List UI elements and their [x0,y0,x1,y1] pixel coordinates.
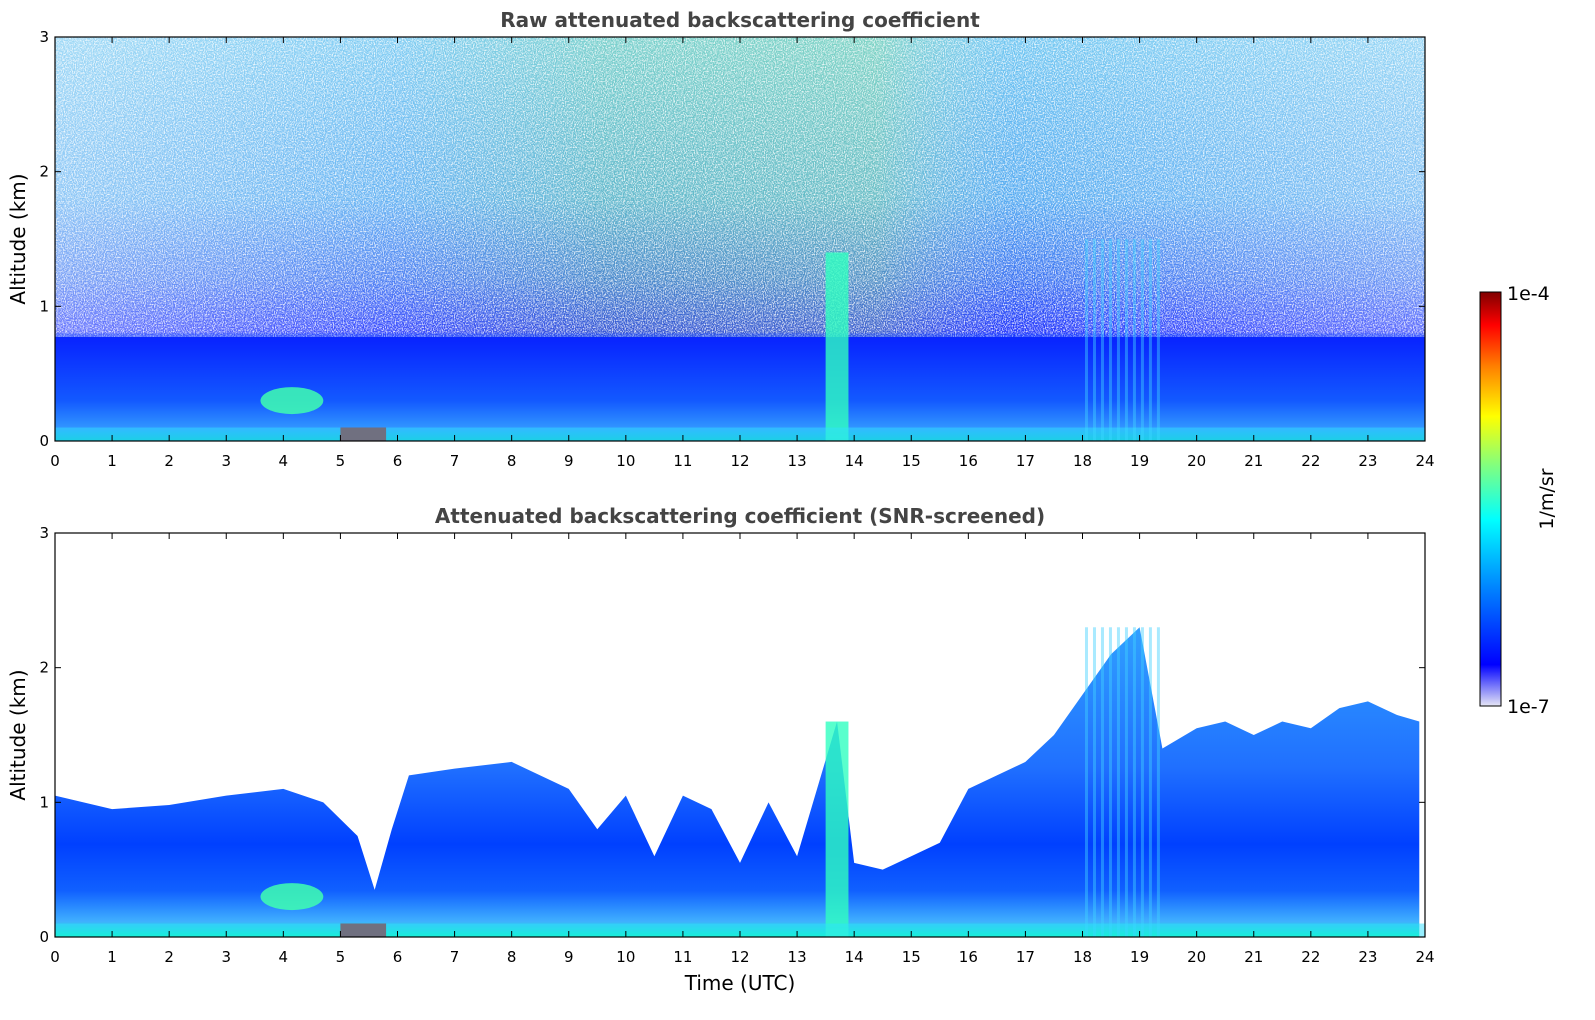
y-tick-label: 2 [39,659,49,677]
feature-vertical-streaks [1156,627,1160,937]
x-tick-label: 23 [1358,948,1377,966]
feature-vertical-streaks [1132,239,1136,441]
x-tick-label: 0 [50,452,60,470]
feature-vertical-streak [825,252,849,441]
panel-screened-xlabel: Time (UTC) [684,971,796,995]
feature-vertical-streak [825,721,849,937]
x-tick-label: 10 [616,452,635,470]
feature-vertical-streaks [1140,627,1144,937]
x-tick-label: 0 [50,948,60,966]
panel-screened: Attenuated backscattering coefficient (S… [6,504,1435,995]
y-tick-label: 0 [39,432,49,450]
panel-raw-ylabel: Altitude (km) [6,173,30,304]
y-tick-label: 3 [39,28,49,46]
x-tick-label: 3 [221,452,231,470]
x-tick-label: 17 [1016,948,1035,966]
x-tick-label: 2 [164,452,174,470]
x-tick-label: 13 [788,452,807,470]
feature-vertical-streaks [1100,627,1104,937]
x-tick-label: 14 [845,452,864,470]
colorbar-unit-label: 1/m/sr [1536,468,1558,529]
screened-layer-area [55,627,1420,937]
x-tick-label: 15 [902,948,921,966]
x-tick-label: 18 [1073,948,1092,966]
x-tick-label: 22 [1301,948,1320,966]
feature-vertical-streaks [1084,627,1088,937]
x-tick-label: 9 [564,452,574,470]
x-tick-label: 19 [1130,948,1149,966]
x-tick-label: 11 [673,948,692,966]
colorbar: 1e-4 1e-7 1/m/sr [1479,283,1558,718]
feature-elevated-plume [260,883,324,911]
x-tick-label: 12 [730,948,749,966]
x-tick-label: 16 [959,948,978,966]
feature-vertical-streaks [1116,239,1120,441]
x-tick-label: 12 [730,452,749,470]
feature-vertical-streaks [1092,627,1096,937]
x-tick-label: 3 [221,948,231,966]
feature-vertical-streaks [1092,239,1096,441]
x-tick-label: 20 [1187,948,1206,966]
x-tick-label: 19 [1130,452,1149,470]
x-tick-label: 18 [1073,452,1092,470]
feature-vertical-streaks [1108,627,1112,937]
x-tick-label: 16 [959,452,978,470]
x-tick-label: 14 [845,948,864,966]
feature-vertical-streaks [1108,239,1112,441]
colorbar-max-label: 1e-4 [1507,283,1550,305]
feature-vertical-streaks [1132,627,1136,937]
y-tick-label: 1 [39,297,49,315]
x-tick-label: 6 [393,948,403,966]
x-tick-label: 6 [393,452,403,470]
x-tick-label: 10 [616,948,635,966]
x-tick-label: 8 [507,452,517,470]
panel-raw-title: Raw attenuated backscattering coefficien… [500,8,980,32]
feature-aerosol-layer [55,333,1425,441]
x-tick-label: 9 [564,948,574,966]
y-tick-label: 2 [39,163,49,181]
panel-screened-title: Attenuated backscattering coefficient (S… [435,504,1045,528]
x-tick-label: 22 [1301,452,1320,470]
y-tick-label: 1 [39,793,49,811]
feature-vertical-streaks [1156,239,1160,441]
x-tick-label: 4 [279,948,289,966]
x-tick-label: 2 [164,948,174,966]
raw-heatmap [55,37,1425,441]
x-tick-label: 24 [1415,452,1434,470]
x-tick-label: 5 [336,452,346,470]
x-tick-label: 4 [279,452,289,470]
x-tick-label: 5 [336,948,346,966]
screened-heatmap [55,533,1425,937]
x-tick-label: 7 [450,948,460,966]
colorbar-bar [1479,291,1502,707]
x-tick-label: 21 [1244,948,1263,966]
feature-vertical-streaks [1140,239,1144,441]
feature-vertical-streaks [1124,627,1128,937]
x-tick-label: 13 [788,948,807,966]
x-tick-label: 8 [507,948,517,966]
feature-vertical-streaks [1084,239,1088,441]
feature-vertical-streaks [1124,239,1128,441]
x-tick-label: 1 [107,948,117,966]
x-tick-label: 21 [1244,452,1263,470]
x-tick-label: 7 [450,452,460,470]
x-tick-label: 11 [673,452,692,470]
x-tick-label: 23 [1358,452,1377,470]
feature-elevated-plume [260,387,324,415]
x-tick-label: 15 [902,452,921,470]
panel-screened-ylabel: Altitude (km) [6,669,30,800]
x-tick-label: 24 [1415,948,1434,966]
x-tick-label: 1 [107,452,117,470]
y-tick-label: 3 [39,524,49,542]
y-tick-label: 0 [39,928,49,946]
colorbar-min-label: 1e-7 [1507,696,1550,718]
feature-vertical-streaks [1100,239,1104,441]
panel-raw: Raw attenuated backscattering coefficien… [6,8,1435,470]
x-tick-label: 20 [1187,452,1206,470]
x-tick-label: 17 [1016,452,1035,470]
raw-heatmap-noise [55,37,1425,337]
feature-vertical-streaks [1148,239,1152,441]
feature-vertical-streaks [1116,627,1120,937]
feature-vertical-streaks [1148,627,1152,937]
